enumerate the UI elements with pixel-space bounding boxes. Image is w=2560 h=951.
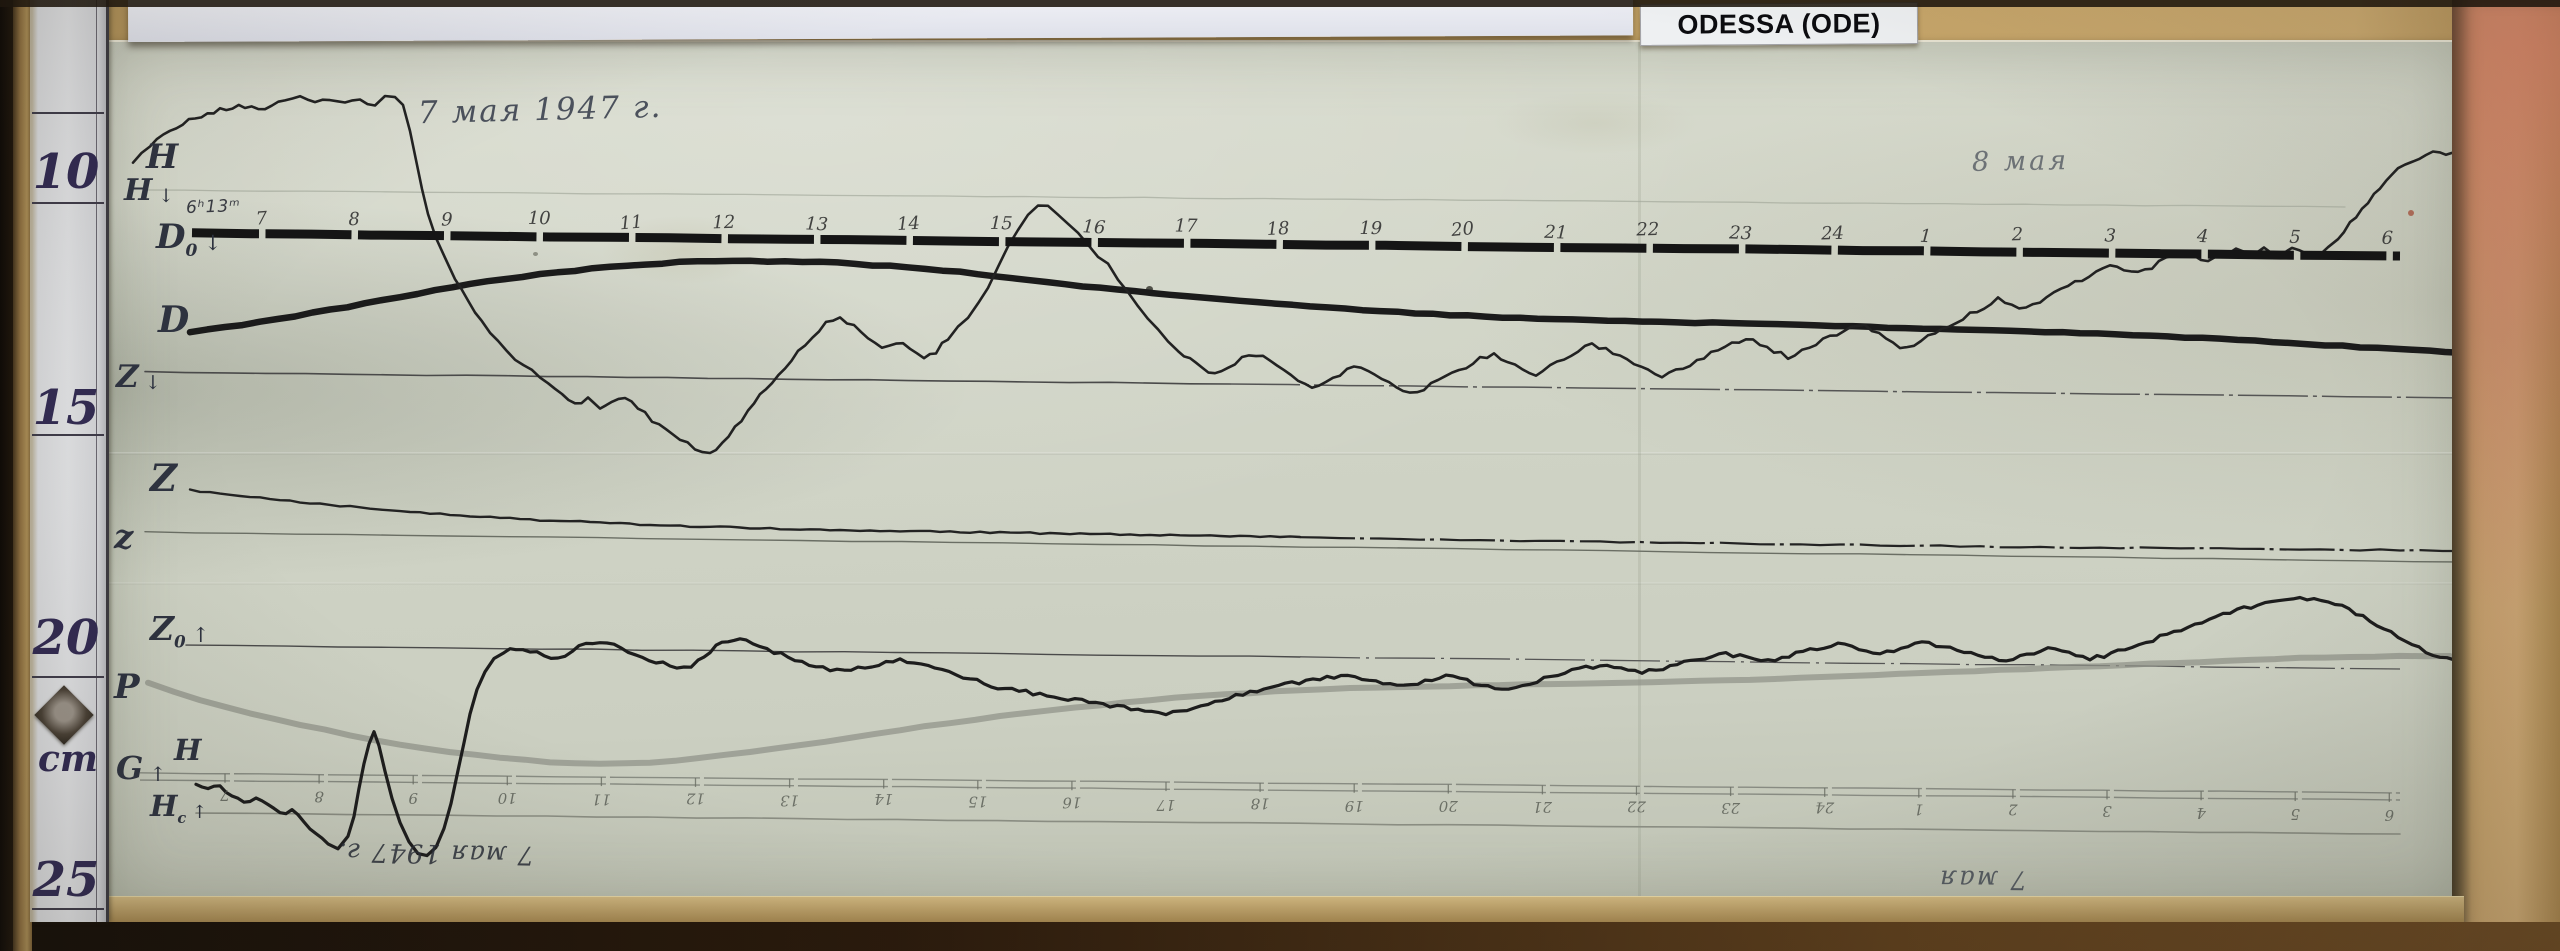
arrow-icon: ↑ [143,763,167,786]
paper-stain [1490,92,1700,154]
ink-speck [533,252,538,256]
arrow-icon: ↑ [186,802,208,823]
paper-crease-vertical [1638,42,1641,904]
ruler-mark-10: 10 [32,144,100,200]
ruler-mark-15: 15 [32,380,100,436]
magnetogram-paper [104,40,2464,908]
station-label: ODESSA (ODE) [1639,2,1919,46]
frame-top-edge [0,0,2560,7]
ruler-mark-25: 25 [32,852,100,908]
trace-label-g: G ↑ [116,749,167,787]
left-wood-lath [12,0,32,951]
trace-label-z: z [114,517,134,557]
ruler: cm 10 15 20 25 [30,0,109,922]
paper-crease [104,582,2464,585]
ruler-unit-label: cm [37,738,98,780]
ruler-border-line [96,0,97,922]
table-edge [0,922,2560,951]
trace-label-d0: D0 ↓ [156,217,222,261]
pin-icon [34,685,94,745]
right-wood-board [2452,0,2560,951]
trace-label-d: D [158,299,190,341]
trace-label-z0: Z0 ↑ [150,609,210,652]
ink-speck [1146,286,1153,292]
start-time-annotation: 6ʰ13ᵐ [185,196,242,218]
trace-label-h: H [146,137,179,177]
arrow-icon: ↓ [138,371,161,394]
trace-label-z: Z [150,456,178,500]
paper-stain [600,215,770,285]
ruler-division-line [32,434,104,436]
trace-label-hc: Hc ↑ [150,789,208,827]
red-speck [2408,210,2414,216]
date-annotation-top-left: 7 мая 1947 г. [417,88,663,132]
arrow-icon: ↓ [197,230,222,255]
ruler-division-line [32,112,104,114]
ruler-division-line [32,202,104,204]
frame-left-edge [0,0,13,951]
arrow-icon: ↑ [185,623,210,647]
trace-label-p: P [114,667,140,707]
date-annotation-top-right: 8 мая [1971,145,2070,178]
date-annotation-bottom-right-inverted: 7 мая [1937,863,2028,895]
trace-label-h: H [174,733,202,767]
arrow-icon: ↓ [152,186,174,207]
ruler-division-line [32,908,104,910]
trace-label-h: H ↓ [124,173,174,208]
ruler-mark-20: 20 [32,610,100,666]
ruler-division-line [32,676,104,678]
trace-label-z: Z ↓ [116,359,161,395]
paper-crease [104,452,2464,455]
date-annotation-bottom-left-inverted: 7 мая 1947 г. [337,836,535,870]
